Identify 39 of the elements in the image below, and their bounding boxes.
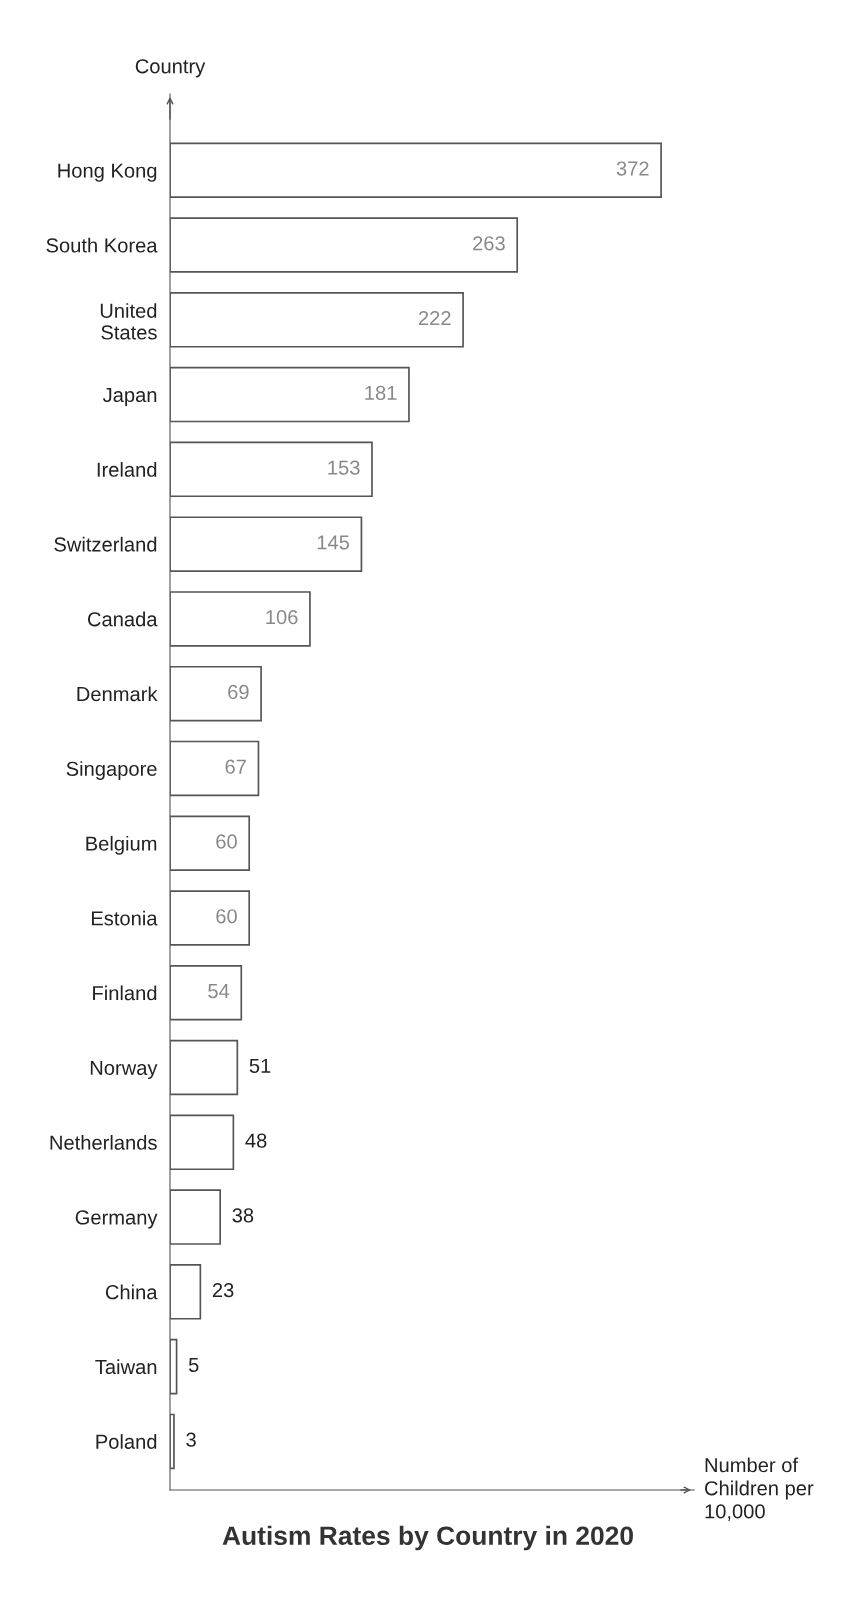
y-tick-label: Norway (90, 1060, 158, 1080)
data-label: 38 (232, 1208, 254, 1223)
data-label: 106 (266, 610, 298, 625)
data-label: 181 (365, 385, 397, 400)
y-tick-label: Switzerland (54, 536, 157, 552)
y-tick-label: United States (100, 303, 157, 340)
y-tick-label: Netherlands (50, 1135, 157, 1150)
y-tick-label: Belgium (86, 835, 157, 855)
data-label: 60 (216, 909, 237, 924)
y-tick-label: Canada (87, 611, 158, 627)
y-tick-label: Germany (75, 1210, 158, 1229)
data-label: 60 (216, 834, 237, 849)
data-label: 263 (473, 236, 505, 251)
y-tick-label: Taiwan (95, 1359, 157, 1375)
y-tick-label: South Korea (46, 237, 158, 253)
y-tick-label: China (105, 1284, 158, 1300)
y-tick-label: Finland (93, 985, 157, 1001)
data-label: 145 (317, 535, 350, 550)
data-label: 48 (245, 1133, 267, 1148)
data-label: 69 (228, 684, 249, 700)
x-axis-title: Number of Children per 10,000 (705, 1457, 814, 1521)
data-label: 51 (249, 1058, 271, 1073)
y-tick-label: Japan (102, 388, 157, 407)
y-tick-label: Denmark (77, 686, 158, 702)
y-tick-label: Estonia (91, 910, 158, 926)
y-tick-label: Hong Kong (58, 163, 157, 182)
data-label: 54 (208, 984, 230, 999)
data-label: 23 (212, 1283, 234, 1298)
y-axis-title: Country (135, 59, 206, 78)
data-label: 372 (616, 161, 649, 176)
data-label: 222 (418, 310, 451, 326)
data-label: 153 (328, 460, 360, 475)
y-tick-label: Ireland (97, 462, 157, 477)
data-label: 67 (225, 759, 246, 774)
y-tick-label: Poland (96, 1434, 157, 1449)
data-label: 5 (188, 1357, 199, 1373)
data-label: 3 (186, 1432, 196, 1447)
text: Autism Rates by Country in 2020 (222, 1525, 633, 1551)
y-tick-label: Singapore (66, 761, 157, 780)
